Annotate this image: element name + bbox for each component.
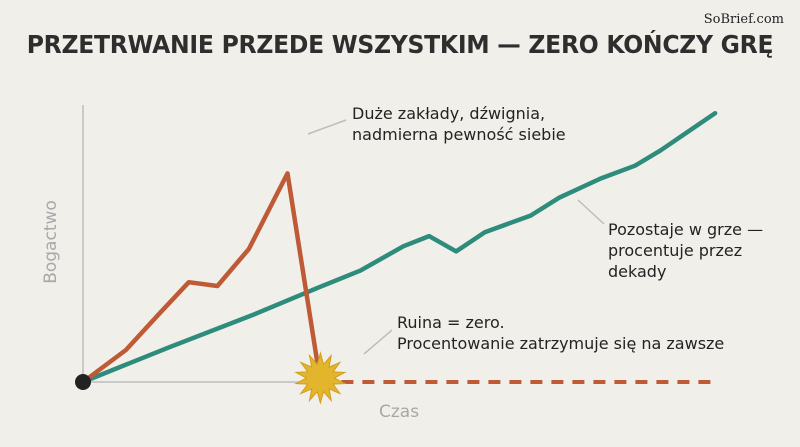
origin-point — [75, 374, 91, 390]
chart-title: PRZETRWANIE PRZEDE WSZYSTKIM — ZERO KOŃC… — [26, 30, 774, 59]
y-axis-label: Bogactwo — [41, 200, 61, 284]
leader-ruin — [363, 329, 393, 355]
annotation-ruin: Ruina = zero. Procentowanie zatrzymuje s… — [397, 312, 724, 354]
annotation-ruin-line-2: Procentowanie zatrzymuje się na zawsze — [397, 334, 725, 353]
series-steady-line — [80, 110, 718, 385]
annotation-steady-line-2: procentuje przez — [608, 241, 743, 260]
brand-logo-text: SoBrief.com — [703, 12, 784, 27]
annotation-risky-line-2: nadmierna pewność siebie — [352, 125, 566, 144]
ruin-burst-icon — [294, 351, 347, 405]
annotation-risky: Duże zakłady, dźwignia, nadmierna pewnoś… — [352, 103, 566, 145]
annotation-risky-line-1: Duże zakłady, dźwignia, — [352, 104, 546, 123]
series-risky-line — [80, 171, 323, 385]
leader-risky — [307, 119, 347, 135]
annotation-ruin-line-1: Ruina = zero. — [397, 313, 505, 332]
leader-steady — [577, 199, 605, 225]
annotation-steady: Pozostaje w grze — procentuje przez deka… — [608, 219, 763, 282]
x-axis-label: Czas — [379, 402, 420, 422]
annotation-steady-line-3: dekady — [608, 262, 667, 281]
annotation-steady-line-1: Pozostaje w grze — — [608, 220, 764, 239]
